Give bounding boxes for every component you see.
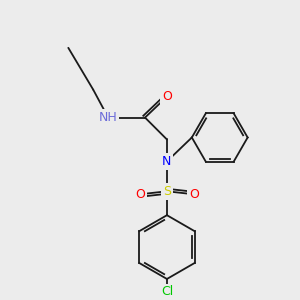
Text: O: O <box>162 90 172 103</box>
Text: O: O <box>189 188 199 201</box>
Text: N: N <box>162 155 172 168</box>
Text: S: S <box>163 185 171 198</box>
Text: Cl: Cl <box>161 285 173 298</box>
Text: NH: NH <box>99 111 118 124</box>
Text: O: O <box>135 188 145 201</box>
